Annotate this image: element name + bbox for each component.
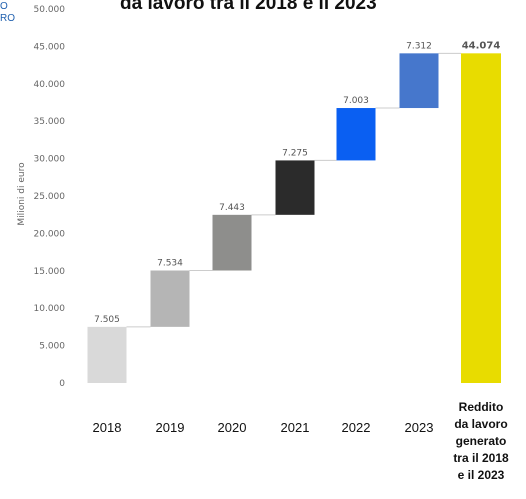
data-label: 7.443 (219, 203, 245, 213)
data-label: 44.074 (462, 40, 501, 51)
y-tick-label: 40.000 (34, 80, 66, 90)
data-label: 7.312 (406, 41, 432, 51)
bar (275, 160, 315, 215)
logo-line: RO (0, 13, 15, 24)
chart-title: da lavoro tra il 2018 e il 2023 (120, 0, 377, 14)
y-tick-label: 30.000 (34, 155, 66, 165)
x-tick-label-line: e il 2023 (458, 468, 505, 482)
y-axis-label: Milioni di euro (17, 162, 27, 226)
y-tick-label: 15.000 (34, 267, 66, 277)
x-tick-label: 2021 (281, 420, 310, 435)
bar (399, 53, 439, 109)
x-tick-label-line: Reddito (459, 400, 504, 414)
bars (87, 53, 501, 384)
y-tick-label: 25.000 (34, 192, 66, 202)
connector-lines (126, 52, 461, 328)
x-tick-label-line: tra il 2018 (453, 451, 509, 465)
x-tick-label-line: da lavoro (454, 417, 507, 431)
logo: O RO (0, 1, 15, 24)
x-tick-label-line: generato (456, 434, 507, 448)
data-label: 7.275 (282, 148, 308, 158)
y-tick-label: 20.000 (34, 229, 66, 239)
logo-line: O (0, 1, 8, 12)
y-tick-label: 10.000 (34, 304, 66, 314)
y-axis-ticks: 0 5.000 10.000 15.000 20.000 25.000 30.000 35.0… (34, 5, 66, 389)
data-label: 7.003 (343, 96, 369, 106)
bar (150, 270, 190, 327)
x-tick-label: 2018 (93, 420, 122, 435)
y-tick-label: 5.000 (39, 342, 65, 352)
x-tick-label: Reddito da lavoro generato tra il 2018 e il … (453, 400, 509, 482)
bar (212, 214, 252, 271)
bar (87, 326, 127, 383)
data-label: 7.505 (94, 315, 120, 325)
data-label: 7.534 (157, 259, 183, 269)
x-axis-ticks: 2018 2019 2020 2021 2022 2023 Reddito da lavoro… (93, 400, 509, 482)
x-tick-label: 2022 (342, 420, 371, 435)
bar (336, 108, 376, 161)
x-tick-label: 2023 (405, 420, 434, 435)
y-tick-label: 50.000 (34, 5, 66, 15)
bar (461, 53, 501, 384)
x-tick-label: 2019 (156, 420, 185, 435)
y-tick-label: 35.000 (34, 117, 66, 127)
y-tick-label: 45.000 (34, 42, 66, 52)
y-tick-label: 0 (59, 379, 65, 389)
x-tick-label: 2020 (218, 420, 247, 435)
data-labels: 7.505 7.534 7.443 7.275 7.003 7.312 44.074 (94, 40, 500, 325)
